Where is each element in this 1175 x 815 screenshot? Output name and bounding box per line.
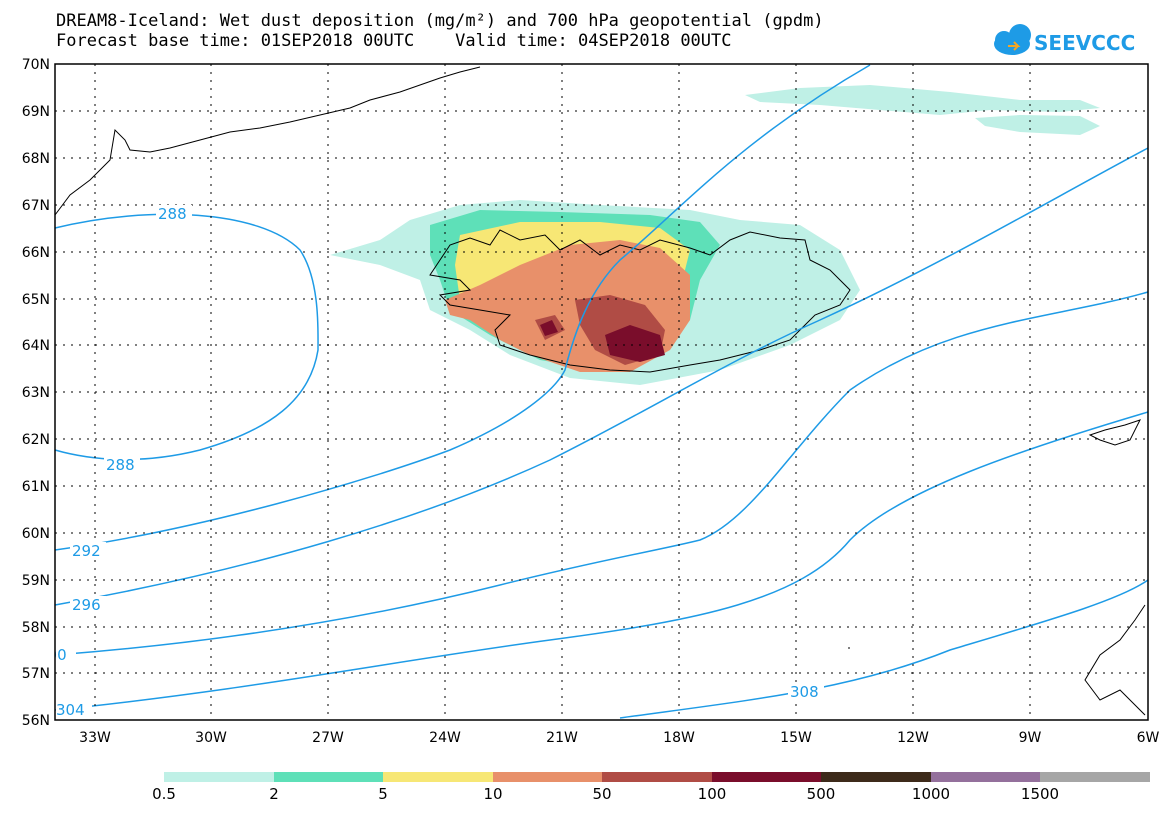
legend-swatch	[274, 772, 383, 782]
legend-swatch	[1040, 772, 1150, 782]
legend-swatch	[493, 772, 602, 782]
contour-label: 304	[56, 701, 85, 719]
legend-swatch	[712, 772, 821, 782]
svg-text:62N: 62N	[22, 432, 50, 448]
svg-text:63N: 63N	[22, 385, 50, 401]
svg-text:33W: 33W	[79, 730, 111, 746]
svg-text:12W: 12W	[897, 730, 929, 746]
svg-text:61N: 61N	[22, 479, 50, 495]
svg-text:56N: 56N	[22, 713, 50, 729]
svg-text:6W: 6W	[1137, 730, 1160, 746]
svg-text:66N: 66N	[22, 245, 50, 261]
svg-text:68N: 68N	[22, 151, 50, 167]
svg-text:57N: 57N	[22, 666, 50, 682]
contour-label: 288	[106, 456, 135, 474]
legend-swatch	[602, 772, 712, 782]
svg-text:58N: 58N	[22, 620, 50, 636]
legend-label: 500	[806, 785, 836, 803]
svg-text:65N: 65N	[22, 292, 50, 308]
contour-label: 292	[72, 542, 101, 560]
svg-text:70N: 70N	[22, 57, 50, 73]
svg-text:64N: 64N	[22, 338, 50, 354]
legend-label: 0.5	[152, 785, 176, 803]
contour-labels: 288 288 292 296 300 304 308	[38, 205, 824, 719]
svg-text:69N: 69N	[22, 104, 50, 120]
geopotential-contours	[54, 64, 1149, 719]
legend-swatch	[821, 772, 931, 782]
svg-text:24W: 24W	[429, 730, 461, 746]
coastline	[54, 66, 1146, 716]
cloud-icon	[994, 24, 1031, 55]
legend-swatch	[931, 772, 1040, 782]
svg-text:59N: 59N	[22, 573, 50, 589]
svg-text:30W: 30W	[195, 730, 227, 746]
map-title: DREAM8-Iceland: Wet dust deposition (mg/…	[56, 11, 824, 31]
svg-text:67N: 67N	[22, 198, 50, 214]
legend-swatch	[383, 772, 493, 782]
svg-text:27W: 27W	[312, 730, 344, 746]
map-frame	[54, 63, 1149, 721]
legend-label: 1500	[1020, 785, 1060, 803]
svg-text:18W: 18W	[663, 730, 695, 746]
dust-deposition-field	[330, 85, 1100, 385]
legend-label: 1000	[911, 785, 951, 803]
logo-text: SEEVCCC	[1034, 31, 1135, 55]
longitude-axis: 33W 30W 27W 24W 21W 18W 15W 12W 9W 6W	[79, 730, 1159, 746]
svg-text:15W: 15W	[780, 730, 812, 746]
legend-label: 5	[378, 785, 388, 803]
svg-text:9W: 9W	[1019, 730, 1042, 746]
legend-label: 50	[592, 785, 612, 803]
svg-text:21W: 21W	[546, 730, 578, 746]
legend-label: 10	[483, 785, 503, 803]
graticule	[55, 64, 1148, 720]
legend-label: 100	[697, 785, 727, 803]
legend-label: 2	[269, 785, 279, 803]
contour-label: 308	[790, 683, 819, 701]
legend-swatch	[164, 772, 274, 782]
seevccc-logo: SEEVCCC	[994, 24, 1135, 55]
contour-label: 296	[72, 596, 101, 614]
forecast-time: Forecast base time: 01SEP2018 00UTC Vali…	[56, 31, 732, 51]
contour-label: 288	[158, 205, 187, 223]
svg-text:60N: 60N	[22, 526, 50, 542]
latitude-axis: 70N 69N 68N 67N 66N 65N 64N 63N 62N 61N …	[22, 57, 50, 729]
